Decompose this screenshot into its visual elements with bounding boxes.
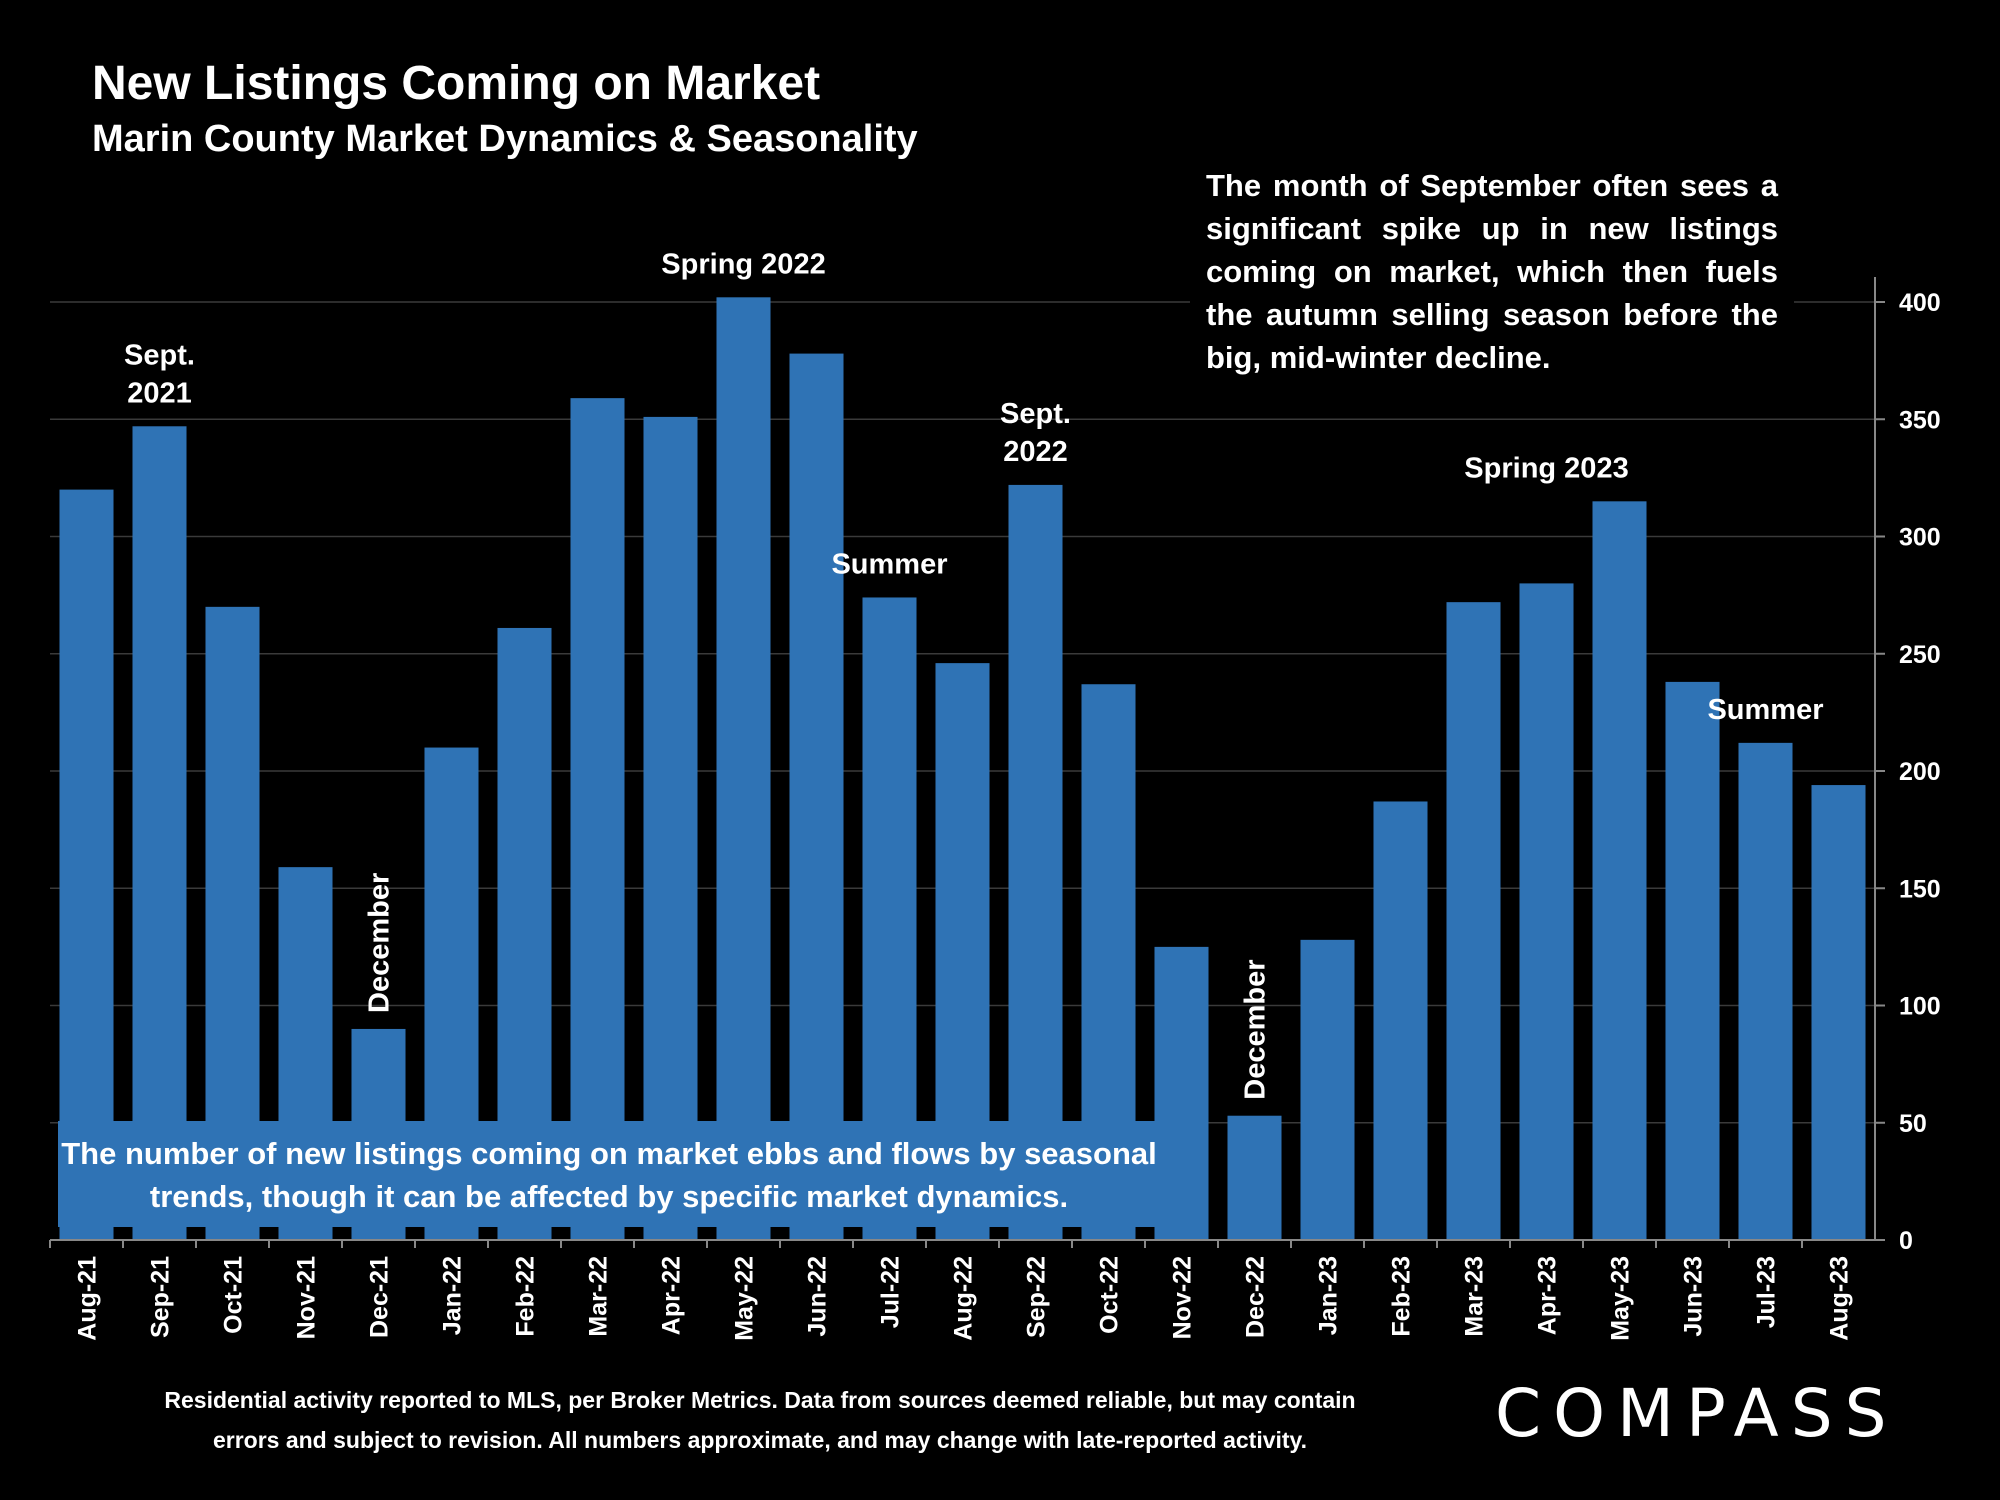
y-tick-label: 150 bbox=[1899, 875, 1941, 903]
annotation-label: 2022 bbox=[1003, 436, 1068, 468]
x-tick-label: Aug-23 bbox=[1826, 1256, 1854, 1341]
bars bbox=[59, 297, 1866, 1241]
x-tick-label: Mar-23 bbox=[1461, 1256, 1489, 1337]
y-axis-ticks: 0 50 100 150 200 250 300 350 400 bbox=[1875, 289, 1941, 1255]
x-tick-label: Dec-21 bbox=[366, 1256, 394, 1338]
bar bbox=[789, 353, 844, 1241]
x-tick-label: Jan-22 bbox=[439, 1256, 467, 1335]
bar bbox=[1373, 801, 1428, 1240]
bar bbox=[1008, 484, 1063, 1240]
x-axis-ticks: Aug-21 Sep-21 Oct-21 Nov-21 Dec-21 Jan-22 Feb-… bbox=[49, 1240, 1854, 1341]
y-tick-label: 300 bbox=[1899, 524, 1941, 552]
x-tick-label: Feb-22 bbox=[512, 1256, 540, 1337]
x-tick-label: Nov-22 bbox=[1169, 1256, 1197, 1339]
x-tick-label: Dec-22 bbox=[1242, 1256, 1270, 1338]
x-tick-label: Aug-22 bbox=[950, 1256, 978, 1341]
x-tick-label: Jun-23 bbox=[1680, 1256, 1708, 1337]
y-tick-label: 100 bbox=[1899, 993, 1941, 1021]
bar bbox=[1811, 785, 1866, 1240]
bar bbox=[132, 426, 187, 1240]
bar bbox=[1227, 1115, 1282, 1240]
x-tick-label: Aug-21 bbox=[74, 1256, 102, 1341]
x-tick-label: Apr-23 bbox=[1534, 1256, 1562, 1335]
compass-logo: COMPASS bbox=[1495, 1375, 1899, 1452]
annotation-label: December bbox=[1240, 959, 1272, 1099]
bar bbox=[1154, 946, 1209, 1240]
y-tick-label: 350 bbox=[1899, 406, 1941, 434]
source-footnote: Residential activity reported to MLS, pe… bbox=[110, 1380, 1410, 1460]
y-tick-label: 250 bbox=[1899, 641, 1941, 669]
y-tick-label: 50 bbox=[1899, 1110, 1927, 1138]
x-tick-label: May-23 bbox=[1607, 1256, 1635, 1341]
bar bbox=[716, 297, 771, 1240]
y-tick-label: 0 bbox=[1899, 1227, 1913, 1255]
y-tick-label: 200 bbox=[1899, 758, 1941, 786]
annotation-label: Summer bbox=[831, 548, 947, 580]
bar bbox=[570, 398, 625, 1240]
annotation-label: Sept. bbox=[1000, 398, 1071, 430]
annotation-label: Sept. bbox=[124, 339, 195, 371]
bar bbox=[1738, 742, 1793, 1240]
bar bbox=[1446, 602, 1501, 1240]
annotation-label: December bbox=[364, 873, 396, 1013]
x-tick-label: Jun-22 bbox=[804, 1256, 832, 1337]
footnote-line-2: errors and subject to revision. All numb… bbox=[212, 1427, 1308, 1453]
bar bbox=[1300, 939, 1355, 1240]
x-tick-label: Feb-23 bbox=[1388, 1256, 1416, 1337]
x-tick-label: Mar-22 bbox=[585, 1256, 613, 1337]
bar bbox=[643, 416, 698, 1240]
footnote-line-1: Residential activity reported to MLS, pe… bbox=[164, 1387, 1356, 1413]
september-callout: The month of September often sees a sign… bbox=[1190, 160, 1794, 383]
annotation-label: 2021 bbox=[127, 377, 192, 409]
seasonal-trends-callout: The number of new listings coming on mar… bbox=[58, 1121, 1160, 1227]
x-tick-label: Sep-22 bbox=[1023, 1256, 1051, 1338]
annotation-label: Spring 2023 bbox=[1464, 452, 1628, 484]
x-tick-label: Nov-21 bbox=[293, 1256, 321, 1339]
x-tick-label: May-22 bbox=[731, 1256, 759, 1341]
bar-annotations: Sept. 2021 December Spring 2022 Summer Sept. 2… bbox=[124, 248, 1823, 1099]
annotation-label: Spring 2022 bbox=[661, 248, 825, 280]
chart-subtitle: Marin County Market Dynamics & Seasonali… bbox=[92, 118, 918, 160]
bar bbox=[1665, 681, 1720, 1240]
chart-title: New Listings Coming on Market bbox=[92, 57, 821, 110]
x-tick-label: Sep-21 bbox=[147, 1256, 175, 1338]
x-tick-label: Oct-22 bbox=[1096, 1256, 1124, 1334]
x-tick-label: Jul-22 bbox=[877, 1256, 905, 1328]
annotation-label: Summer bbox=[1707, 694, 1823, 726]
bar bbox=[59, 489, 114, 1241]
x-tick-label: Oct-21 bbox=[220, 1256, 248, 1334]
x-tick-label: Jul-23 bbox=[1753, 1256, 1781, 1328]
x-tick-label: Apr-22 bbox=[658, 1256, 686, 1335]
y-tick-label: 400 bbox=[1899, 289, 1941, 317]
bar bbox=[1519, 583, 1574, 1240]
bar bbox=[1592, 501, 1647, 1240]
x-tick-label: Jan-23 bbox=[1315, 1256, 1343, 1335]
